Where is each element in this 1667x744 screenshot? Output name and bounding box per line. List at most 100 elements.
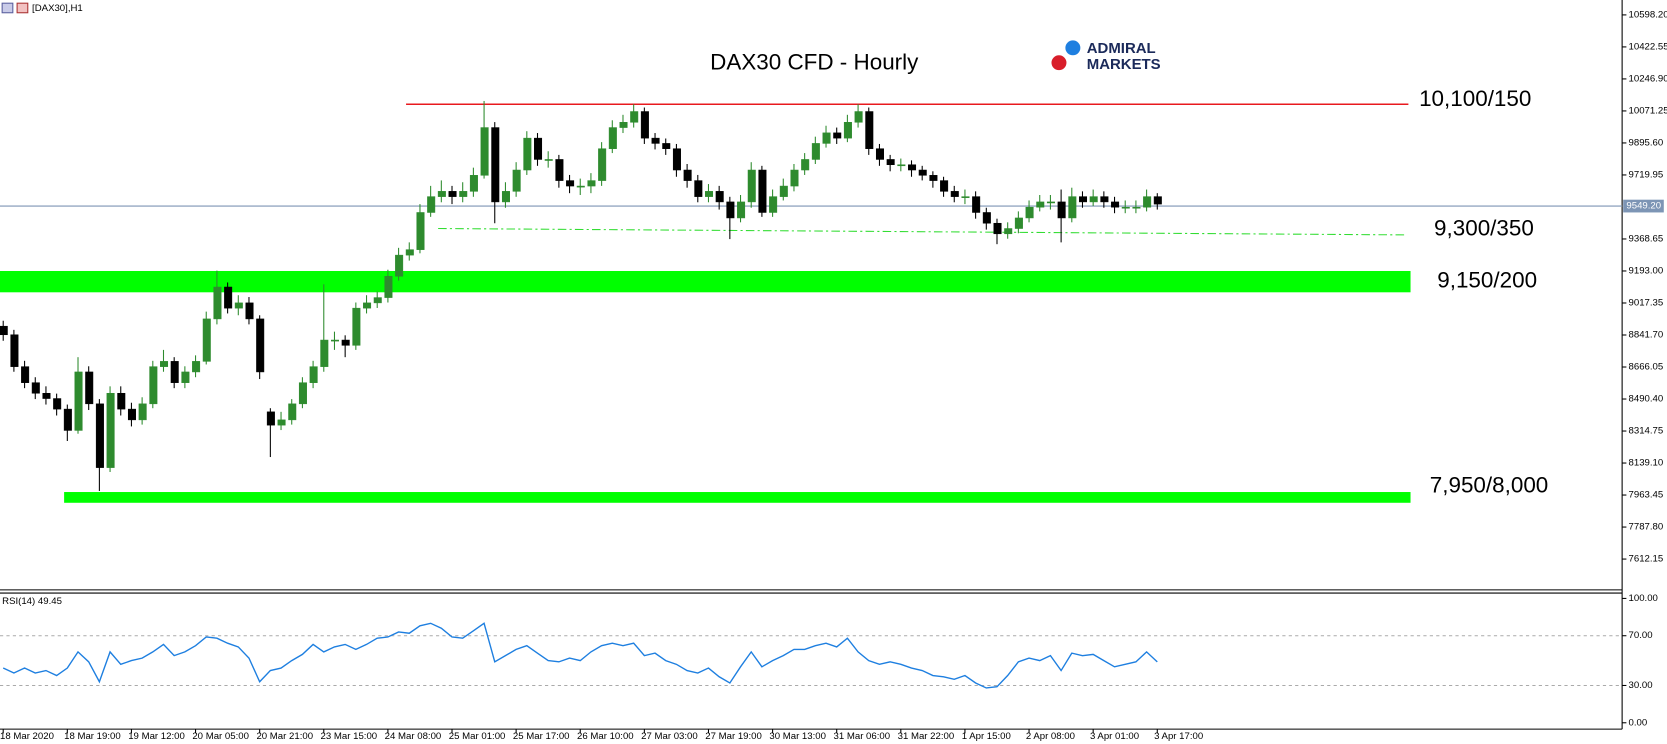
logo-dot: [1051, 55, 1067, 71]
candle-body: [149, 366, 158, 405]
logo-text: ADMIRAL: [1087, 40, 1156, 57]
symbol-label: [DAX30],H1: [32, 3, 83, 14]
candle-body: [95, 403, 104, 468]
candle-body: [918, 169, 927, 176]
x-tick-label: 27 Mar 03:00: [641, 731, 698, 742]
support-band: [64, 492, 1411, 503]
candle-body: [672, 148, 681, 171]
y-tick-label: 9017.35: [1629, 298, 1664, 309]
candle-body: [202, 318, 211, 362]
candle-body: [651, 137, 660, 144]
candle-body: [779, 185, 788, 197]
candle-body: [715, 191, 724, 203]
candle-body: [822, 132, 831, 144]
candle-body: [576, 185, 585, 188]
candle-body: [619, 122, 628, 128]
y-tick-label: 9193.00: [1629, 266, 1664, 277]
y-tick-label: 30.00: [1629, 680, 1653, 691]
y-tick-label: 9895.60: [1629, 137, 1664, 148]
candle-body: [843, 122, 852, 139]
y-tick-label: 10246.90: [1629, 73, 1667, 84]
candle-body: [737, 201, 746, 219]
candle-body: [469, 175, 478, 192]
candle-body: [662, 143, 671, 149]
candle-body: [117, 392, 126, 410]
candle-body: [758, 169, 767, 213]
candle-body: [277, 419, 286, 426]
candle-body: [908, 164, 917, 171]
candle-body: [234, 302, 243, 309]
x-tick-label: 25 Mar 17:00: [513, 731, 570, 742]
candle-body: [480, 127, 489, 176]
candle-body: [555, 159, 564, 181]
candle-body: [1004, 228, 1013, 235]
candle-body: [363, 302, 372, 309]
candle-body: [833, 132, 842, 139]
y-tick-label: 7612.15: [1629, 554, 1664, 565]
candle-body: [523, 137, 532, 171]
y-tick-label: 0.00: [1629, 717, 1648, 728]
level-label: 7,950/8,000: [1430, 473, 1549, 498]
candle-body: [21, 366, 30, 383]
candle-body: [854, 111, 863, 123]
candle-body: [330, 339, 340, 342]
candle-body: [993, 222, 1002, 235]
x-tick-label: 20 Mar 05:00: [192, 731, 249, 742]
candle-body: [224, 286, 233, 309]
candle-body: [298, 382, 307, 405]
candle-body: [0, 325, 8, 336]
y-tick-label: 10422.55: [1629, 41, 1667, 52]
y-tick-label: 8490.40: [1629, 394, 1664, 405]
level-label: 9,150/200: [1437, 268, 1537, 293]
candle-body: [640, 111, 649, 139]
icon: [1, 2, 14, 14]
chart-title: DAX30 CFD - Hourly: [710, 50, 919, 75]
candle-body: [512, 169, 521, 192]
candle-body: [448, 191, 457, 197]
x-tick-label: 31 Mar 22:00: [898, 731, 955, 742]
candle-body: [705, 191, 714, 197]
candle-body: [1100, 196, 1109, 203]
x-tick-label: 24 Mar 08:00: [385, 731, 442, 742]
candle-body: [437, 191, 446, 197]
y-tick-label: 10598.20: [1629, 9, 1667, 20]
candle-body: [865, 111, 874, 149]
candle-body: [608, 127, 617, 149]
candle-body: [683, 169, 692, 181]
candle-body: [63, 408, 72, 431]
candle-body: [213, 286, 222, 320]
rsi-line: [2, 622, 1158, 689]
y-tick-label: 9719.95: [1629, 169, 1664, 180]
y-tick-label: 100.00: [1629, 593, 1658, 604]
y-tick-label: 7963.45: [1629, 490, 1664, 501]
candle-body: [534, 137, 543, 160]
candle-body: [566, 180, 575, 187]
candle-body: [42, 392, 51, 399]
candle-body: [53, 398, 62, 410]
candle-body: [801, 159, 810, 171]
candle-body: [790, 169, 799, 187]
candle-body: [1036, 201, 1045, 208]
candle-body: [982, 212, 991, 224]
x-tick-label: 3 Apr 01:00: [1090, 731, 1139, 742]
candle-body: [181, 371, 190, 383]
candle-body: [1121, 206, 1130, 209]
x-tick-label: 23 Mar 15:00: [321, 731, 378, 742]
x-tick-label: 18 Mar 2020: [0, 731, 54, 742]
candle-body: [501, 191, 510, 203]
candle-body: [405, 249, 414, 256]
x-tick-label: 19 Mar 12:00: [128, 731, 185, 742]
candle-body: [1132, 206, 1141, 209]
x-tick-label: 2 Apr 08:00: [1026, 731, 1075, 742]
candle-body: [384, 275, 393, 298]
candle-body: [897, 164, 906, 167]
candle-body: [459, 191, 468, 197]
candle-body: [544, 159, 553, 161]
candle-body: [950, 191, 959, 197]
level-label: 9,300/350: [1434, 216, 1534, 241]
candle-body: [138, 403, 147, 421]
candle-body: [320, 339, 329, 367]
x-tick-label: 20 Mar 21:00: [256, 731, 313, 742]
